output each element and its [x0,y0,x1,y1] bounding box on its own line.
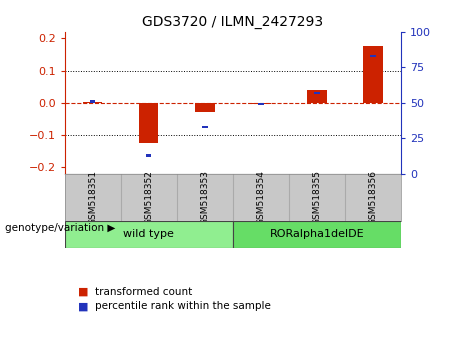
Text: percentile rank within the sample: percentile rank within the sample [95,301,271,311]
Bar [233,221,401,248]
Bar [65,221,233,248]
Text: GSM518354: GSM518354 [256,170,266,225]
Bar [90,100,95,103]
Text: GSM518356: GSM518356 [368,170,378,225]
Text: ■: ■ [78,301,89,311]
Text: GSM518352: GSM518352 [144,170,153,225]
Bar [258,103,264,105]
Text: GSM518355: GSM518355 [313,170,321,225]
Text: RORalpha1delDE: RORalpha1delDE [270,229,364,239]
Bar [139,103,159,143]
Bar [251,103,271,104]
Text: genotype/variation ▶: genotype/variation ▶ [5,223,115,233]
Text: transformed count: transformed count [95,287,192,297]
Bar [202,126,207,128]
Bar [370,55,376,57]
Bar [363,46,383,103]
Bar [307,90,327,103]
Text: wild type: wild type [123,229,174,239]
Bar [83,102,102,103]
Bar [195,103,214,113]
Bar [314,92,320,94]
Text: ■: ■ [78,287,89,297]
Bar [146,154,152,156]
Title: GDS3720 / ILMN_2427293: GDS3720 / ILMN_2427293 [142,16,323,29]
Text: GSM518353: GSM518353 [200,170,209,225]
Text: GSM518351: GSM518351 [88,170,97,225]
